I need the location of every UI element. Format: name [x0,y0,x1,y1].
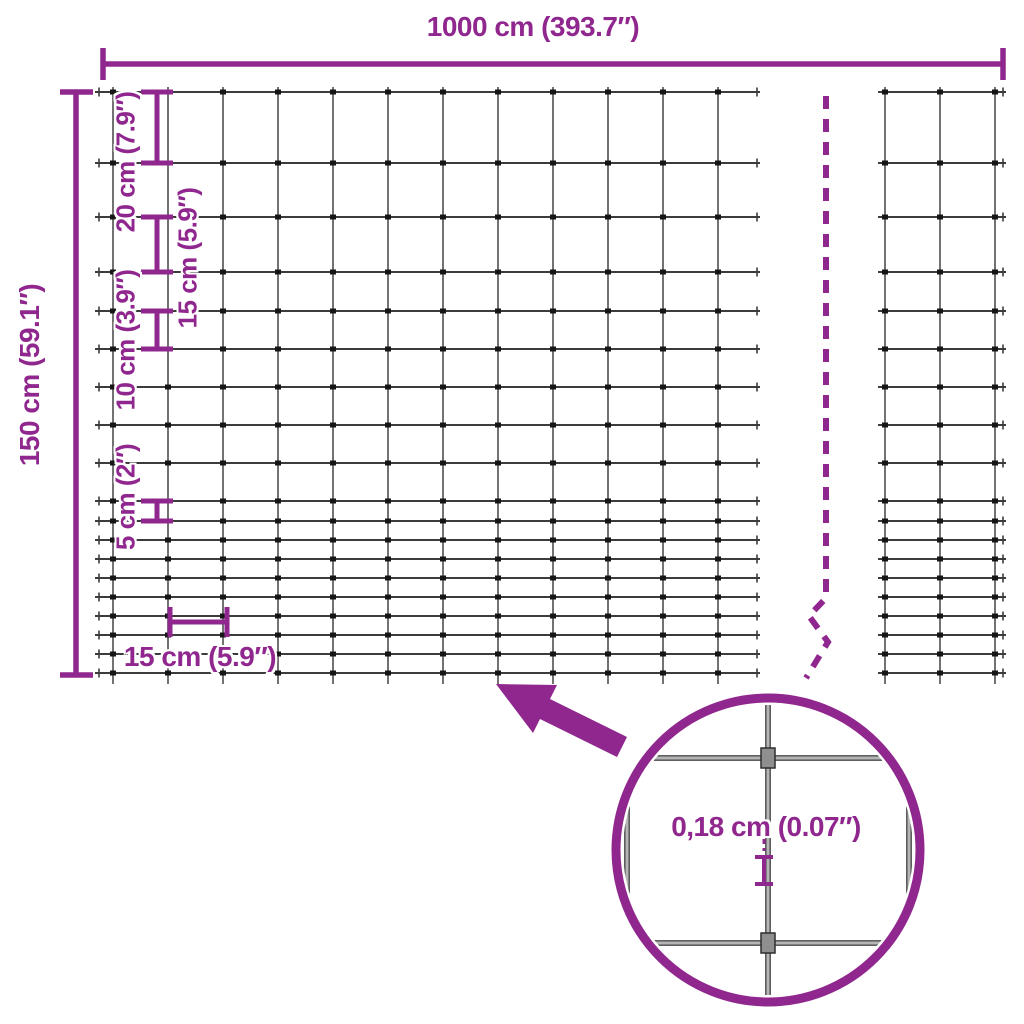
gap-20cm-label: 20 cm (7.9″) [110,91,141,233]
gap-15cm-label: 15 cm (5.9″) [172,187,203,329]
dimension-lines [60,48,1006,678]
mesh-right [878,87,1006,684]
total-height-label: 150 cm (59.1″) [14,283,45,467]
magnifier-detail [611,693,925,1007]
gap-5cm-label: 5 cm (2″) [110,443,141,551]
wire-thickness-label: 0,18 cm (0.07″) [671,811,861,842]
spacing-markers [141,89,230,637]
column-spacing-label: 15 cm (5.9″) [123,641,277,672]
break-line [803,96,832,680]
mesh-main-joints [110,89,721,676]
mesh-main [95,87,760,684]
zoom-arrow-icon [496,684,627,757]
mesh-right-joints [882,89,998,676]
gap-10cm-label: 10 cm (3.9″) [110,269,141,411]
total-width-label: 1000 cm (393.7″) [426,11,640,42]
thickness-marker [755,839,773,886]
